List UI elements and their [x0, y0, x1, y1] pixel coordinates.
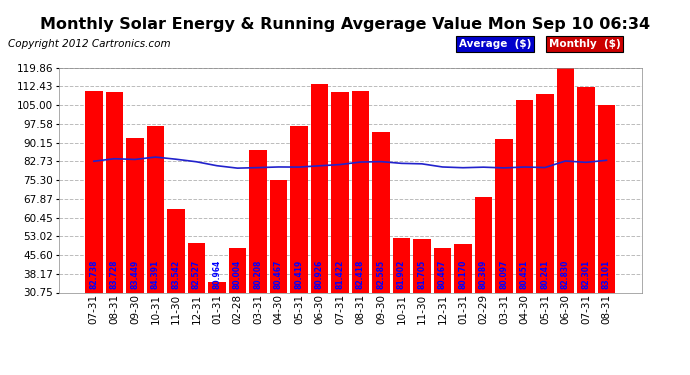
Text: Copyright 2012 Cartronics.com: Copyright 2012 Cartronics.com: [8, 39, 171, 50]
Bar: [557, 62, 574, 370]
Text: 82.418: 82.418: [356, 260, 365, 289]
Bar: [331, 92, 348, 370]
Bar: [598, 105, 615, 370]
Bar: [475, 197, 492, 370]
Bar: [515, 100, 533, 370]
Bar: [393, 238, 410, 370]
Bar: [167, 209, 185, 370]
Bar: [290, 126, 308, 370]
Text: 80.208: 80.208: [253, 260, 262, 289]
Bar: [85, 91, 103, 370]
Text: 80.467: 80.467: [438, 260, 447, 289]
Bar: [578, 87, 595, 370]
Bar: [310, 84, 328, 370]
Text: 83.449: 83.449: [130, 260, 139, 289]
Bar: [434, 248, 451, 370]
Text: 80.467: 80.467: [274, 260, 283, 289]
Bar: [495, 139, 513, 370]
Text: 80.241: 80.241: [540, 260, 549, 289]
Text: 80.451: 80.451: [520, 260, 529, 289]
Text: 83.542: 83.542: [171, 260, 180, 289]
Text: Average  ($): Average ($): [459, 39, 531, 49]
Bar: [270, 180, 287, 370]
Bar: [413, 239, 431, 370]
Text: 82.830: 82.830: [561, 260, 570, 289]
Bar: [228, 248, 246, 370]
Text: 83.101: 83.101: [602, 260, 611, 289]
Text: 80.389: 80.389: [479, 260, 488, 289]
Bar: [352, 91, 369, 370]
Text: 82.585: 82.585: [377, 260, 386, 289]
Bar: [249, 150, 266, 370]
Text: 80.004: 80.004: [233, 260, 242, 289]
Text: 81.705: 81.705: [417, 260, 426, 289]
Text: Monthly Solar Energy & Running Avgerage Value Mon Sep 10 06:34: Monthly Solar Energy & Running Avgerage …: [40, 17, 650, 32]
Text: 80.419: 80.419: [295, 260, 304, 289]
Text: 80.170: 80.170: [458, 260, 467, 289]
Bar: [126, 138, 144, 370]
Text: 82.738: 82.738: [90, 259, 99, 289]
Bar: [106, 92, 123, 370]
Bar: [208, 282, 226, 370]
Bar: [536, 94, 553, 370]
Text: 80.926: 80.926: [315, 260, 324, 289]
Text: 81.902: 81.902: [397, 260, 406, 289]
Text: 82.301: 82.301: [582, 260, 591, 289]
Bar: [454, 244, 472, 370]
Text: 81.422: 81.422: [335, 260, 344, 289]
Bar: [188, 243, 205, 370]
Text: 82.527: 82.527: [192, 260, 201, 289]
Text: Monthly  ($): Monthly ($): [549, 39, 620, 49]
Text: 84.391: 84.391: [151, 260, 160, 289]
Bar: [147, 126, 164, 370]
Bar: [372, 132, 390, 370]
Text: 80.097: 80.097: [500, 260, 509, 289]
Text: 80.964: 80.964: [213, 260, 221, 289]
Text: 83.728: 83.728: [110, 259, 119, 289]
